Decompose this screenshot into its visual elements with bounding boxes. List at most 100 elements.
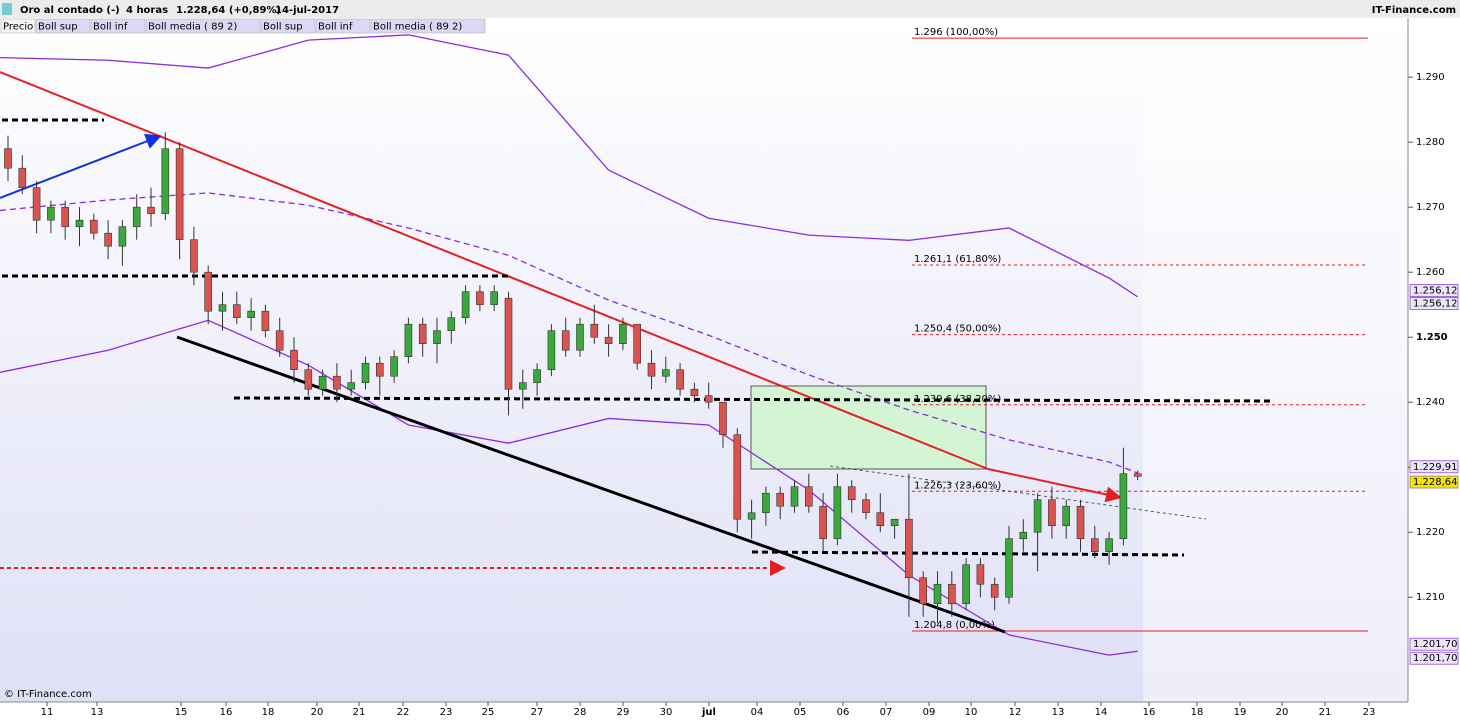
candle-body <box>905 518 913 579</box>
candle-body <box>561 330 570 351</box>
price-tag <box>1409 284 1459 297</box>
y-tick-label: 1.290 <box>1416 72 1445 83</box>
arrow <box>0 133 162 199</box>
legend: Precio Boll sup Boll inf Boll media ( 89 2)… <box>0 18 486 34</box>
x-tick-label: 28 <box>574 707 587 718</box>
price-tag <box>1409 460 1459 474</box>
candle-body <box>175 148 184 240</box>
candle-body <box>876 512 885 527</box>
support-line <box>176 335 1006 634</box>
candle-body <box>47 206 55 221</box>
x-tick-label: 22 <box>397 707 410 718</box>
candle-body <box>233 304 241 318</box>
x-tick-label: 13 <box>1052 707 1065 718</box>
legend-label: Boll inf <box>318 22 353 33</box>
candle-body <box>290 349 298 371</box>
candle-body <box>676 369 684 390</box>
price-tag-label: 1.201,70 <box>1413 653 1458 664</box>
candle-body <box>504 297 513 390</box>
candle-body <box>547 330 556 371</box>
candle-body <box>132 206 141 227</box>
x-tick-label: 16 <box>220 707 233 718</box>
x-tick-label: 14 <box>1095 707 1108 718</box>
level-line <box>233 396 1273 403</box>
header-bar <box>0 0 1460 18</box>
candle-body <box>804 486 813 507</box>
candle-body <box>204 271 212 312</box>
candle-body <box>418 323 427 344</box>
candle-body <box>947 583 956 605</box>
bollinger-band <box>0 34 1139 298</box>
candle-body <box>190 239 198 273</box>
candle-body <box>776 492 785 507</box>
footer: © IT-Finance.com <box>4 689 92 700</box>
candle-body <box>390 356 398 377</box>
price-tag-label: 1.201,70 <box>1413 639 1458 650</box>
x-tick-label: 05 <box>794 707 807 718</box>
interval: 4 horas <box>126 5 168 16</box>
candle-body <box>990 583 999 598</box>
candle-body <box>704 395 713 403</box>
price-tag <box>1409 475 1459 489</box>
candle-body <box>161 148 170 214</box>
y-tick-label: 1.220 <box>1416 527 1445 538</box>
candle-body <box>1019 531 1028 540</box>
legend-box <box>370 18 486 34</box>
trend-line <box>987 468 1122 503</box>
candle-body <box>304 369 313 390</box>
x-tick-label: 07 <box>880 707 893 718</box>
icon <box>2 3 12 15</box>
x-tick-label: 09 <box>923 707 936 718</box>
y-tick-label: 1.260 <box>1416 267 1445 278</box>
legend-label: Boll media ( 89 2) <box>373 22 462 33</box>
legend-box <box>315 18 371 34</box>
x-tick-label: jul <box>701 707 716 718</box>
legend-label: Boll sup <box>263 22 303 33</box>
candle-body <box>661 369 670 377</box>
x-tick-label: 21 <box>353 707 366 718</box>
candle-body <box>619 323 627 344</box>
candle-body <box>733 434 742 520</box>
x-tick-label: 10 <box>965 707 978 718</box>
candle-body <box>261 310 270 331</box>
legend-box <box>90 18 146 34</box>
price-tag <box>1409 297 1459 310</box>
candle-body <box>919 577 928 605</box>
candle-body <box>747 512 756 520</box>
candle-body <box>719 401 727 436</box>
x-tick-label: 12 <box>1009 707 1022 718</box>
plot-area <box>0 18 1408 702</box>
level-line <box>751 550 1185 557</box>
legend-box <box>0 18 36 34</box>
x-tick-label: 04 <box>751 707 764 718</box>
legend-label: Boll media ( 89 2) <box>148 22 237 33</box>
candle-body <box>347 382 356 390</box>
candle-body <box>361 362 370 384</box>
candle-body <box>1005 538 1013 598</box>
candle-body <box>333 375 341 390</box>
candle-body <box>590 323 599 338</box>
x-tick-label: 21 <box>1319 707 1332 718</box>
candle-body <box>862 499 870 514</box>
candle-body <box>433 330 441 344</box>
y-tick-label: 1.240 <box>1416 397 1445 408</box>
x-tick-label: 18 <box>1191 707 1204 718</box>
candle-body <box>847 486 856 501</box>
candle-body <box>1076 505 1085 540</box>
candle-body <box>104 232 112 247</box>
candle-body <box>976 564 985 585</box>
candle-body <box>90 219 98 234</box>
x-tick-label: 13 <box>91 707 104 718</box>
x-tick-label: 16 <box>1143 707 1156 718</box>
candle-body <box>533 369 541 384</box>
candle-body <box>4 148 12 169</box>
candle-body <box>247 310 255 318</box>
candle-body <box>318 375 327 390</box>
candle-body <box>218 304 227 312</box>
legend-box <box>35 18 91 34</box>
candle-body <box>833 486 842 540</box>
title: Oro al contado (-) <box>20 5 120 16</box>
candle-body <box>933 583 942 605</box>
candle-body <box>518 382 527 390</box>
